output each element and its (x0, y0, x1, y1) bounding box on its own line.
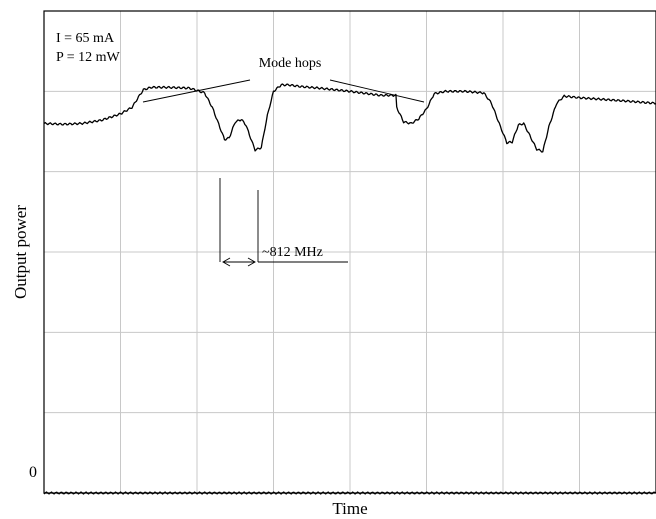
annotation-frequency-spacing: ~812 MHz (262, 245, 323, 260)
x-axis-label: Time (332, 499, 367, 518)
series-line-output (43, 83, 656, 153)
condition-power: P = 12 mW (56, 50, 121, 65)
condition-current: I = 65 mA (56, 31, 115, 46)
annotations-group (142, 79, 425, 267)
annotation-mode-hops: Mode hops (259, 56, 322, 71)
mode-hops-line-left (142, 79, 251, 103)
grid (44, 11, 656, 493)
y-tick-label-0: 0 (29, 464, 37, 481)
series-group (43, 83, 656, 495)
series-line-zero-baseline (43, 491, 656, 495)
spacing-arrowhead-right (247, 257, 256, 267)
mode-hops-line-right (329, 79, 425, 103)
y-axis-label: Output power (11, 205, 30, 299)
spacing-arrowhead-left (222, 257, 231, 267)
